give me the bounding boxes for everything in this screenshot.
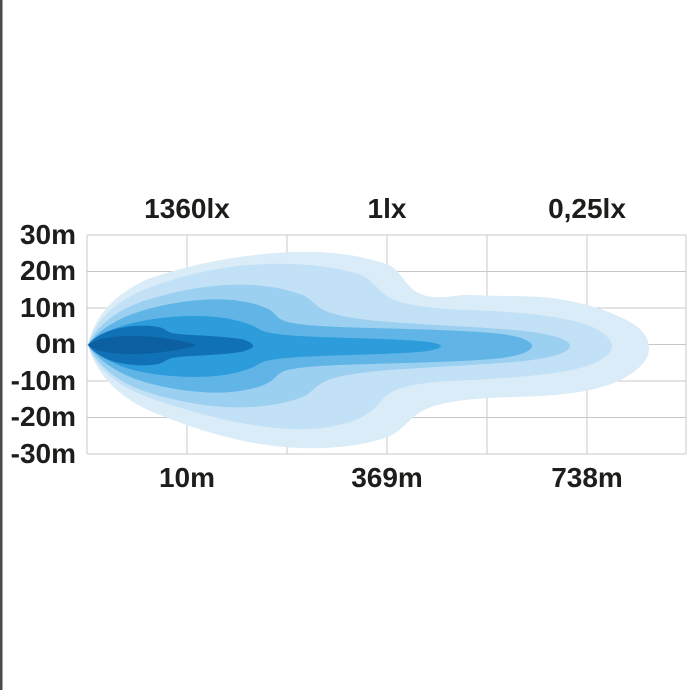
lux-label-1lx: 1lx [367, 193, 407, 224]
isolux-layer-7 [88, 335, 196, 355]
y-tick-label-20m: 20m [19, 255, 76, 286]
y-tick-label-minus30m: -30m [10, 438, 76, 469]
isolux-contours [88, 251, 649, 449]
y-tick-label-minus10m: -10m [10, 365, 76, 396]
isolux-layer-5 [88, 316, 441, 377]
distance-label-10m: 10m [158, 462, 216, 493]
lux-label-1360lx: 1360lx [144, 193, 230, 224]
distance-label-738m: 738m [551, 462, 623, 493]
y-tick-label-minus20m: -20m [10, 401, 76, 432]
left-edge-border [0, 0, 3, 690]
y-tick-label-30m: 30m [19, 219, 76, 250]
y-tick-label-10m: 10m [19, 292, 76, 323]
lux-label-025lx: 0,25lx [548, 193, 626, 224]
y-tick-label-0m: 0m [35, 328, 76, 359]
distance-label-369m: 369m [351, 462, 423, 493]
